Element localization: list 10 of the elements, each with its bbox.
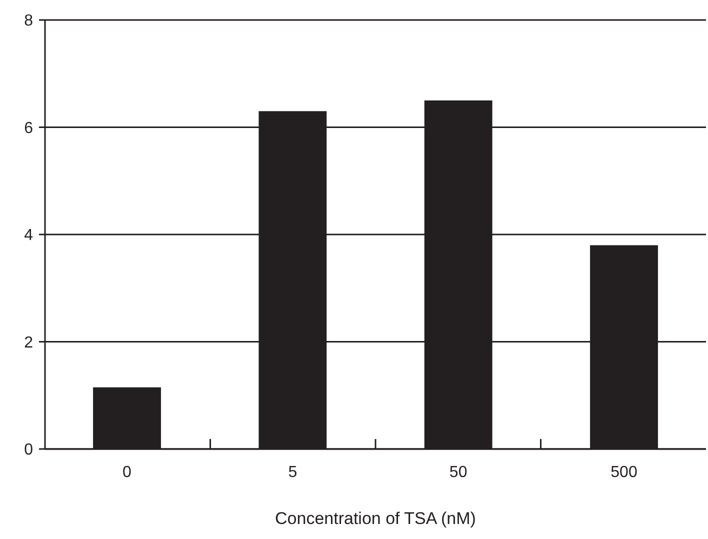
y-tick-label: 4 bbox=[24, 227, 34, 244]
x-tick-label: 50 bbox=[449, 464, 468, 481]
y-tick-label: 8 bbox=[24, 12, 34, 30]
y-tick-label: 6 bbox=[24, 120, 34, 137]
x-tick-label: 5 bbox=[288, 464, 298, 481]
y-tick-label: 2 bbox=[24, 334, 34, 352]
x-tick-label: 500 bbox=[610, 464, 638, 481]
y-tick-label: 0 bbox=[24, 442, 34, 459]
x-axis-title: Concentration of TSA (nM) bbox=[275, 509, 476, 528]
x-tick-label: 0 bbox=[122, 464, 132, 481]
